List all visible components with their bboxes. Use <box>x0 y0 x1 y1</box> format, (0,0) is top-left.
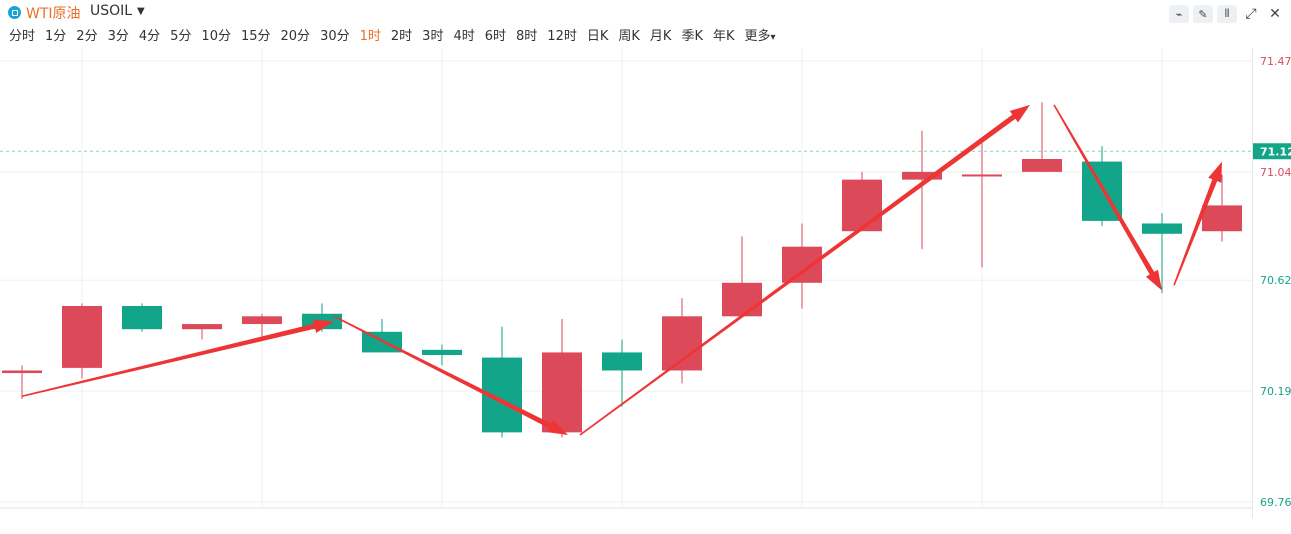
trend-arrow-shape <box>21 319 334 398</box>
period-selector: 分时 1分 2分 3分 4分 5分 10分 15分 20分 30分 1时 2时 3时 4时 6时 8时 12时日… <box>0 28 781 46</box>
y-tick-label: 70.19 <box>1260 385 1291 398</box>
period-tab[interactable]: 4时 <box>453 29 475 44</box>
candle-body <box>2 370 42 374</box>
candle <box>902 130 942 250</box>
line-chart-icon[interactable]: ⌁ <box>1169 5 1189 23</box>
toolbar: ⌁ ✎ ⫴ ⤢ ✕ <box>1169 5 1285 23</box>
candle-body <box>962 174 1002 177</box>
trend-arrow <box>1173 161 1222 286</box>
y-tick-label: 69.76 <box>1260 496 1291 509</box>
caret-down-icon[interactable]: ▼ <box>137 6 145 17</box>
period-tab[interactable]: 分时 <box>9 29 36 44</box>
draw-pencil-icon[interactable]: ✎ <box>1193 5 1213 23</box>
y-tick-label: 71.04 <box>1260 166 1291 179</box>
trend-arrow <box>333 315 568 435</box>
period-tab[interactable]: 3时 <box>422 29 444 44</box>
period-tab[interactable]: 1时 <box>359 29 381 44</box>
candle <box>2 365 42 399</box>
close-icon[interactable]: ✕ <box>1269 6 1281 22</box>
candle <box>62 303 102 379</box>
candle-body <box>182 324 222 330</box>
candle <box>1022 102 1062 172</box>
period-tab[interactable]: 更多▾ <box>744 29 776 44</box>
period-tab[interactable]: 2分 <box>76 29 98 44</box>
candle-body <box>422 349 462 355</box>
candle <box>362 318 402 353</box>
period-tab[interactable]: 3分 <box>107 29 129 44</box>
period-tab[interactable]: 5分 <box>170 29 192 44</box>
period-tab[interactable]: 15分 <box>240 29 271 44</box>
instrument-symbol[interactable]: USOIL <box>90 3 133 19</box>
candle <box>542 318 582 438</box>
more-caret-icon: ▾ <box>770 32 776 43</box>
trend-arrow-shape <box>1053 104 1163 291</box>
candle <box>182 324 222 340</box>
last-price-marker <box>1253 143 1291 160</box>
last-price-label: 71.12 <box>1260 145 1291 158</box>
candle-body <box>782 246 822 283</box>
period-tab[interactable]: 20分 <box>280 29 311 44</box>
candle-body <box>1022 159 1062 172</box>
period-tab[interactable]: 4分 <box>138 29 161 44</box>
period-tab[interactable]: 12时 <box>547 29 577 44</box>
chart-svg[interactable]: 71.47 71.04 70.62 70.19 69.76 71.12 <box>0 48 1291 530</box>
candle-body <box>902 171 942 180</box>
period-tab[interactable]: 8时 <box>516 29 538 44</box>
candle-body <box>602 352 642 371</box>
candle <box>1142 213 1182 294</box>
expand-icon[interactable]: ⤢ <box>1245 6 1257 22</box>
trend-arrow <box>21 319 334 398</box>
candle-body <box>542 352 582 433</box>
trend-arrow-shape <box>333 315 568 435</box>
candle-body <box>362 331 402 353</box>
instrument-icon <box>8 6 21 19</box>
y-tick-label: 70.62 <box>1260 274 1291 287</box>
candle-body <box>722 282 762 317</box>
candlestick-chart[interactable]: 71.47 71.04 70.62 70.19 69.76 71.12 <box>0 48 1291 530</box>
period-tab[interactable]: 季K <box>681 29 703 44</box>
period-tab[interactable]: 日K <box>586 29 609 44</box>
candlestick-icon[interactable]: ⫴ <box>1217 5 1237 23</box>
candle <box>842 171 882 232</box>
trend-arrow <box>1053 104 1163 291</box>
period-tab[interactable]: 10分 <box>201 29 231 44</box>
candle <box>422 344 462 366</box>
candle <box>1202 174 1242 242</box>
trend-arrow-shape <box>1173 161 1222 286</box>
period-tab[interactable]: 周K <box>618 29 640 44</box>
trend-arrow-shape <box>579 104 1030 436</box>
trend-arrow <box>579 104 1030 436</box>
candle <box>782 223 822 309</box>
candle <box>242 313 282 337</box>
period-tab[interactable]: 30分 <box>320 29 350 44</box>
period-tab[interactable]: 年K <box>712 29 735 44</box>
candle-body <box>1142 223 1182 234</box>
candle-body <box>842 179 882 232</box>
period-tab[interactable]: 2时 <box>390 29 413 44</box>
candle <box>122 303 162 332</box>
candle <box>962 140 1002 268</box>
candle <box>482 326 522 438</box>
period-tab[interactable]: 6时 <box>484 29 507 44</box>
instrument-title[interactable]: WTI原油 <box>26 6 81 22</box>
candle-body <box>662 316 702 371</box>
period-tab[interactable]: 月K <box>649 29 672 44</box>
candle <box>602 339 642 407</box>
y-tick-label: 71.47 <box>1260 55 1291 68</box>
candle-body <box>242 316 282 325</box>
chart-header: WTI原油 USOIL ▼ ⌁ ✎ ⫴ ⤢ ✕ <box>0 0 1291 26</box>
candle <box>722 236 762 317</box>
candle-body <box>1202 205 1242 232</box>
candle-body <box>122 306 162 330</box>
period-tab[interactable]: 1分 <box>45 29 67 44</box>
candle-body <box>62 306 102 368</box>
